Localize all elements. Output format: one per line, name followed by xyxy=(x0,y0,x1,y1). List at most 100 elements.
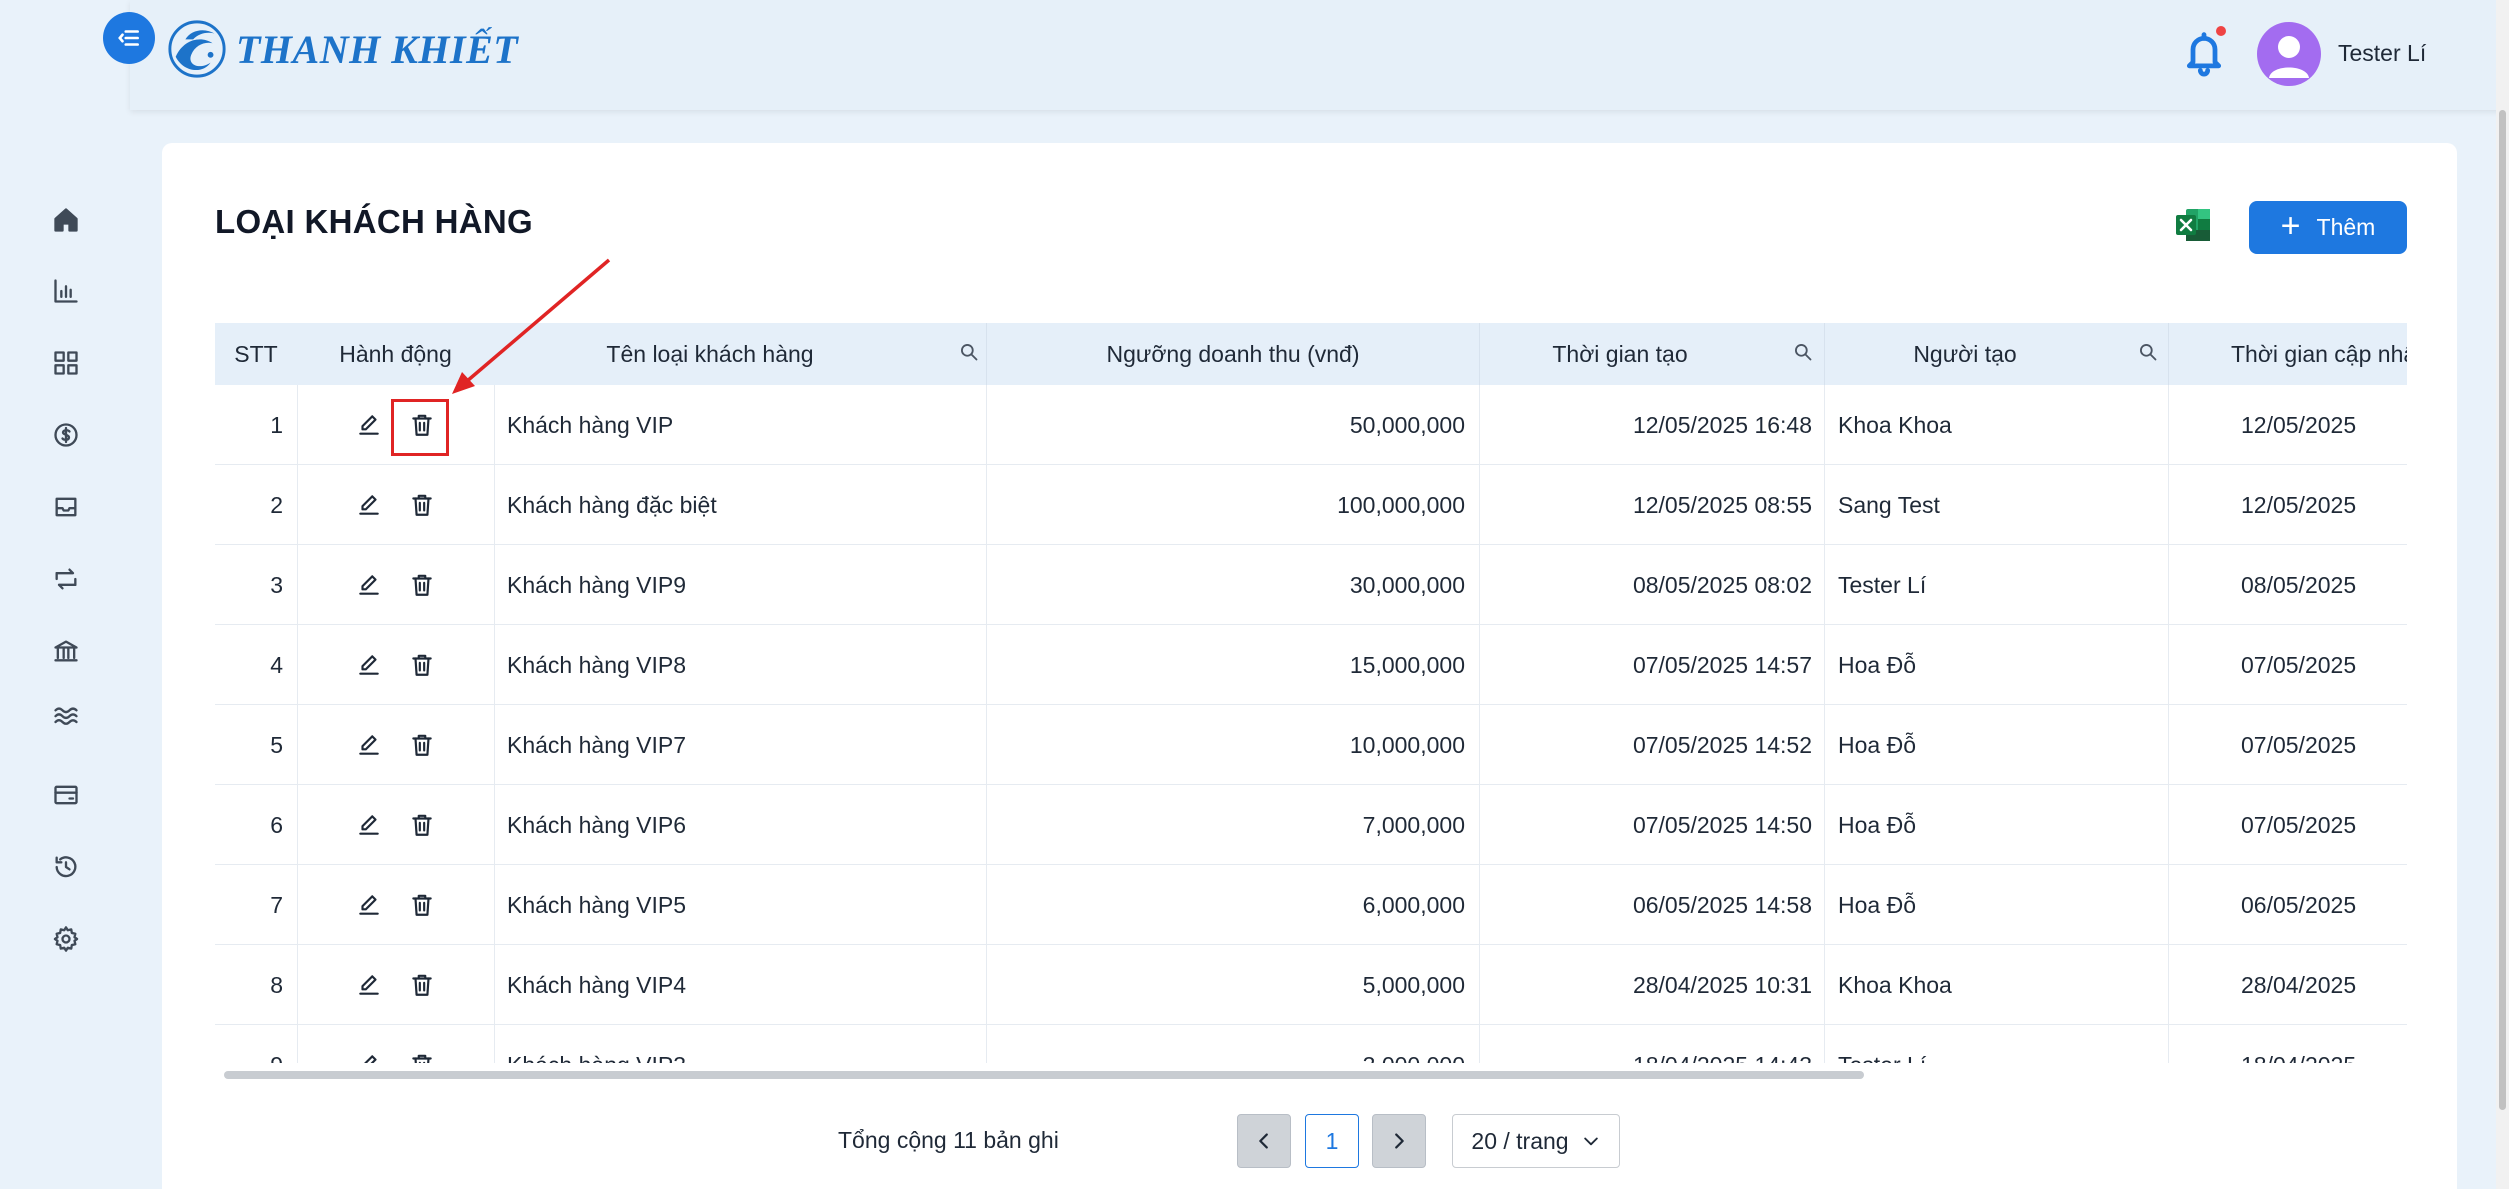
grid-icon[interactable] xyxy=(50,347,82,379)
delete-icon[interactable] xyxy=(407,810,437,840)
table-row[interactable]: 9 Khách hàng VIP3 3,000,00018/04/2025 14:4… xyxy=(215,1025,2407,1063)
notification-dot xyxy=(2216,26,2226,36)
delete-icon[interactable] xyxy=(407,730,437,760)
cell-stt: 1 xyxy=(270,411,283,438)
cell-threshold: 30,000,000 xyxy=(1349,571,1465,598)
page-scrollbar[interactable] xyxy=(2496,0,2509,1189)
export-excel-button[interactable] xyxy=(2172,205,2214,245)
delete-highlight-box xyxy=(391,399,449,456)
edit-icon[interactable] xyxy=(354,970,384,1000)
cell-stt: 7 xyxy=(270,891,283,918)
table-row[interactable]: 7 Khách hàng VIP5 6,000,000 06/05/2025 14:5… xyxy=(215,865,2407,945)
cell-creator: Sang Test xyxy=(1838,491,1940,518)
cell-threshold: 10,000,000 xyxy=(1349,731,1465,758)
bell-icon xyxy=(2186,32,2222,77)
cell-name: Khách hàng VIP6 xyxy=(507,811,687,838)
water-splash-logo-icon xyxy=(168,20,226,78)
delete-icon[interactable] xyxy=(407,650,437,680)
column-header-threshold: Ngưỡng doanh thu (vnđ) xyxy=(1106,340,1360,367)
inbox-icon[interactable] xyxy=(50,491,82,523)
cell-stt: 2 xyxy=(270,491,283,518)
cell-name: Khách hàng VIP3 xyxy=(507,1025,977,1064)
table-row[interactable]: 8 Khách hàng VIP4 5,000,000 28/04/2025 10:3… xyxy=(215,945,2407,1025)
home-icon[interactable] xyxy=(50,204,82,236)
total-records-text: Tổng cộng 11 bản ghi xyxy=(838,1127,1059,1153)
column-header-creator: Người tạo xyxy=(1913,340,2017,367)
delete-icon[interactable] xyxy=(407,410,437,440)
page-number-button[interactable]: 1 xyxy=(1305,1114,1359,1168)
prev-page-button[interactable] xyxy=(1237,1114,1291,1168)
cell-name: Khách hàng VIP5 xyxy=(507,891,687,918)
cell-stt: 4 xyxy=(270,651,283,678)
edit-icon[interactable] xyxy=(354,410,384,440)
cell-threshold: 50,000,000 xyxy=(1349,411,1465,438)
notification-button[interactable] xyxy=(2182,26,2226,78)
search-icon[interactable] xyxy=(2138,342,2160,364)
cell-threshold: 5,000,000 xyxy=(1362,971,1465,998)
column-header-action: Hành động xyxy=(339,340,452,367)
cell-creator: Tester Lí xyxy=(1838,571,1927,598)
cell-updated-at: 07/05/2025 xyxy=(2241,731,2357,758)
edit-icon[interactable] xyxy=(354,1050,384,1063)
edit-icon[interactable] xyxy=(354,810,384,840)
water-waves-icon[interactable] xyxy=(50,699,82,731)
cell-creator: Hoa Đỗ xyxy=(1838,891,1916,918)
cell-name: Khách hàng VIP9 xyxy=(507,571,687,598)
cell-stt: 3 xyxy=(270,571,283,598)
table-row[interactable]: 2 Khách hàng đặc biệt 100,000,000 12/05/202… xyxy=(215,465,2407,545)
page-size-select[interactable]: 20 / trang xyxy=(1452,1114,1620,1168)
delete-icon[interactable] xyxy=(407,890,437,920)
table-row[interactable]: 5 Khách hàng VIP7 10,000,000 07/05/2025 14:… xyxy=(215,705,2407,785)
credit-card-icon[interactable] xyxy=(50,779,82,811)
username-label[interactable]: Tester Lí xyxy=(2338,40,2427,66)
edit-icon[interactable] xyxy=(354,570,384,600)
cell-threshold: 6,000,000 xyxy=(1362,891,1465,918)
edit-icon[interactable] xyxy=(354,730,384,760)
cell-actions xyxy=(297,465,494,545)
edit-icon[interactable] xyxy=(354,890,384,920)
page-size-label: 20 / trang xyxy=(1471,1127,1569,1154)
delete-icon[interactable] xyxy=(407,490,437,520)
cell-creator: Hoa Đỗ xyxy=(1838,811,1916,838)
cell-name: Khách hàng VIP4 xyxy=(507,971,687,998)
cell-name: Khách hàng VIP xyxy=(507,411,674,438)
cell-name: Khách hàng VIP8 xyxy=(507,651,687,678)
cell-created-at: 07/05/2025 14:50 xyxy=(1632,811,1812,838)
cell-created-at: 28/04/2025 10:31 xyxy=(1632,971,1812,998)
transfer-icon[interactable] xyxy=(50,563,82,595)
cell-updated-at: 28/04/2025 xyxy=(2241,971,2357,998)
brand-logo[interactable]: THANH KHIẾT xyxy=(166,18,518,80)
cell-threshold: 15,000,000 xyxy=(1349,651,1465,678)
delete-icon[interactable] xyxy=(407,1050,437,1063)
bank-icon[interactable] xyxy=(50,635,82,667)
table-row[interactable]: 3 Khách hàng VIP9 30,000,000 08/05/2025 08:… xyxy=(215,545,2407,625)
table-horizontal-scrollbar[interactable] xyxy=(224,1071,1864,1079)
delete-icon[interactable] xyxy=(407,970,437,1000)
avatar[interactable] xyxy=(2257,22,2321,86)
cell-actions xyxy=(297,545,494,625)
settings-icon[interactable] xyxy=(50,923,82,955)
edit-icon[interactable] xyxy=(354,490,384,520)
dollar-circle-icon[interactable] xyxy=(50,419,82,451)
plus-icon: + xyxy=(2280,207,2301,245)
excel-icon xyxy=(2176,209,2210,241)
cell-created-at: 12/05/2025 16:48 xyxy=(1632,411,1812,438)
search-icon[interactable] xyxy=(959,342,981,364)
brand-name: THANH KHIẾT xyxy=(236,26,519,72)
table-row[interactable]: 4 Khách hàng VIP8 15,000,000 07/05/2025 14:… xyxy=(215,625,2407,705)
bar-chart-icon[interactable] xyxy=(50,275,82,307)
history-icon[interactable] xyxy=(50,851,82,883)
cell-updated-at: 08/05/2025 xyxy=(2241,571,2357,598)
next-page-button[interactable] xyxy=(1372,1114,1426,1168)
cell-name: Khách hàng đặc biệt xyxy=(507,491,717,518)
sidebar xyxy=(0,0,130,1189)
menu-toggle-button[interactable] xyxy=(103,12,155,64)
add-button[interactable]: + Thêm xyxy=(2249,201,2407,254)
table-row[interactable]: 6 Khách hàng VIP6 7,000,000 07/05/2025 14:5… xyxy=(215,785,2407,865)
cell-creator: Khoa Khoa xyxy=(1838,411,1952,438)
cell-created-at: 07/05/2025 14:57 xyxy=(1632,651,1812,678)
search-icon[interactable] xyxy=(1793,342,1815,364)
edit-icon[interactable] xyxy=(354,650,384,680)
delete-icon[interactable] xyxy=(407,570,437,600)
table-row[interactable]: 1 Khách hàng VIP 50,000,000 12/05/2025 16:4… xyxy=(215,385,2407,465)
